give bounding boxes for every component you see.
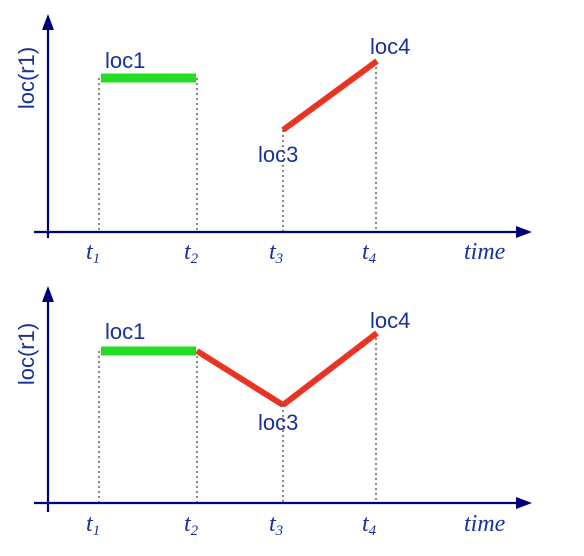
y-axis-label: loc(r1) bbox=[14, 323, 39, 385]
x-axis-label: time bbox=[464, 511, 506, 537]
location-label-loc1: loc1 bbox=[105, 319, 145, 344]
tick-label-t1: t1 bbox=[86, 239, 100, 267]
tick-label-t4: t4 bbox=[362, 239, 377, 267]
y-axis-label: loc(r1) bbox=[14, 47, 39, 109]
location-label-loc4: loc4 bbox=[370, 308, 410, 333]
moving-segment-loc3-loc4 bbox=[281, 330, 379, 408]
location-label-loc1: loc1 bbox=[105, 48, 145, 73]
moving-segment-texture bbox=[196, 350, 284, 406]
tick-label-t4: t4 bbox=[362, 511, 377, 539]
tick-label-t3: t3 bbox=[269, 511, 283, 539]
x-axis-arrow-icon bbox=[516, 497, 532, 509]
x-axis-arrow-icon bbox=[516, 226, 532, 238]
tick-label-t3: t3 bbox=[269, 239, 283, 267]
y-axis-arrow-icon bbox=[42, 286, 54, 302]
tick-label-t1: t1 bbox=[86, 511, 100, 539]
location-label-loc3: loc3 bbox=[258, 142, 298, 167]
y-axis-arrow-icon bbox=[42, 14, 54, 30]
panel-top: loc(r1) loc1 loc3 loc4 t1 t2 t3 t4 time bbox=[14, 14, 532, 267]
location-label-loc3: loc3 bbox=[258, 410, 298, 435]
location-label-loc4: loc4 bbox=[370, 34, 410, 59]
moving-segment-loc3-loc4 bbox=[281, 58, 379, 133]
x-axis-label: time bbox=[464, 239, 506, 265]
moving-segment-texture bbox=[282, 332, 378, 406]
panel-bottom: loc(r1) loc1 loc3 loc4 t1 t2 t3 t4 time bbox=[14, 286, 532, 539]
tick-label-t2: t2 bbox=[184, 511, 199, 539]
tick-label-t2: t2 bbox=[184, 239, 199, 267]
